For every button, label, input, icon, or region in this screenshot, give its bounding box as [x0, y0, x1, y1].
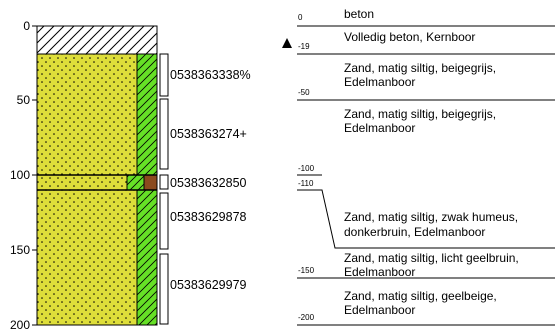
sample-box — [159, 253, 169, 325]
lithology-column — [36, 25, 158, 326]
layer-description: Zand, matig siltig, licht geelbruin, — [344, 251, 519, 265]
layer-depth-mark: -150 — [298, 266, 315, 275]
depth-tick-label: 50 — [17, 93, 31, 107]
sample-box — [159, 174, 169, 190]
sample-label: 05383629979 — [170, 278, 247, 292]
sample-box — [159, 192, 169, 250]
silt-strip — [136, 189, 158, 326]
layer-description: Edelmanboor — [344, 75, 415, 89]
layer-marks: 0 -19 -50 -100 -110 -150 -200 — [297, 13, 555, 326]
layer-description: Edelmanboor — [344, 265, 415, 279]
layer-depth-mark: -19 — [298, 42, 310, 51]
sample-label: 05383629878 — [170, 210, 247, 224]
depth-tick-label: 200 — [10, 318, 30, 329]
layer-description: Edelmanboor — [344, 121, 415, 135]
sample-boxes: 0538363338% 0538363274+ 05383632850 0538… — [159, 53, 251, 325]
layer-depth-mark: 0 — [298, 13, 303, 22]
triangle-up-icon — [282, 38, 292, 48]
humus-strip — [143, 174, 158, 191]
sample-label: 0538363274+ — [170, 127, 247, 141]
silt-strip — [136, 53, 158, 176]
depth-tick-label: 150 — [10, 243, 30, 257]
concrete-layer — [36, 25, 158, 55]
sand-layer — [36, 53, 138, 176]
layer-description: Zand, matig siltig, beigegrijs, — [344, 107, 496, 121]
sample-label: 0538363338% — [170, 68, 251, 82]
depth-tick-label: 100 — [10, 168, 30, 182]
layer-description: Zand, matig siltig, zwak humeus, — [344, 210, 518, 224]
layer-description: donkerbruin, Edelmanboor — [344, 225, 485, 239]
layer-description: beton — [344, 7, 374, 21]
sample-box — [159, 53, 169, 97]
sample-box — [159, 98, 169, 170]
layer-depth-mark: -50 — [298, 88, 310, 97]
layer-description: Edelmanboor — [344, 303, 415, 317]
sand-layer — [36, 189, 138, 326]
depth-tick-label: 0 — [23, 19, 30, 33]
layer-depth-mark: -100 — [298, 164, 315, 173]
layer-descriptions: beton Volledig beton, Kernboor Zand, mat… — [344, 7, 519, 317]
silt-strip — [126, 174, 145, 191]
depth-axis: 0 50 100 150 200 — [10, 19, 38, 329]
sand-layer — [36, 174, 128, 191]
layer-depth-mark: -200 — [298, 313, 315, 322]
layer-depth-mark: -110 — [298, 179, 314, 188]
layer-description: Volledig beton, Kernboor — [344, 30, 475, 44]
layer-description: Zand, matig siltig, beigegrijs, — [344, 61, 496, 75]
sample-label: 05383632850 — [170, 176, 247, 190]
layer-description: Zand, matig siltig, geelbeige, — [344, 289, 497, 303]
